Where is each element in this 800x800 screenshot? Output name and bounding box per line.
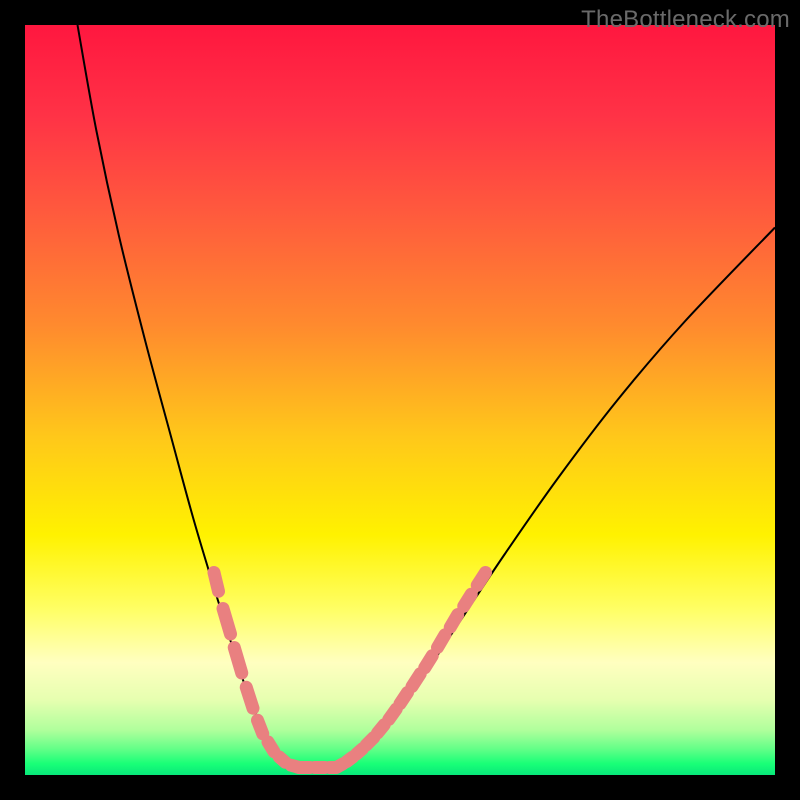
highlight-segment xyxy=(223,609,231,635)
highlight-segment xyxy=(450,615,458,628)
highlight-segment xyxy=(378,725,385,733)
highlight-segment xyxy=(389,709,397,720)
highlight-segment xyxy=(464,594,472,606)
gradient-v-chart xyxy=(0,0,800,800)
plot-gradient-background xyxy=(25,25,775,775)
highlight-segment xyxy=(279,757,285,762)
chart-root: TheBottleneck.com xyxy=(0,0,800,800)
highlight-segment xyxy=(268,742,274,752)
highlight-segment xyxy=(246,687,253,708)
highlight-segment xyxy=(477,573,485,586)
highlight-segment xyxy=(234,648,242,674)
highlight-segment xyxy=(425,656,433,668)
highlight-segment xyxy=(412,674,420,687)
highlight-segment xyxy=(258,720,263,734)
highlight-segment xyxy=(214,573,219,592)
highlight-segment xyxy=(438,635,446,648)
highlight-segment xyxy=(400,693,408,704)
highlight-segment xyxy=(366,738,374,746)
